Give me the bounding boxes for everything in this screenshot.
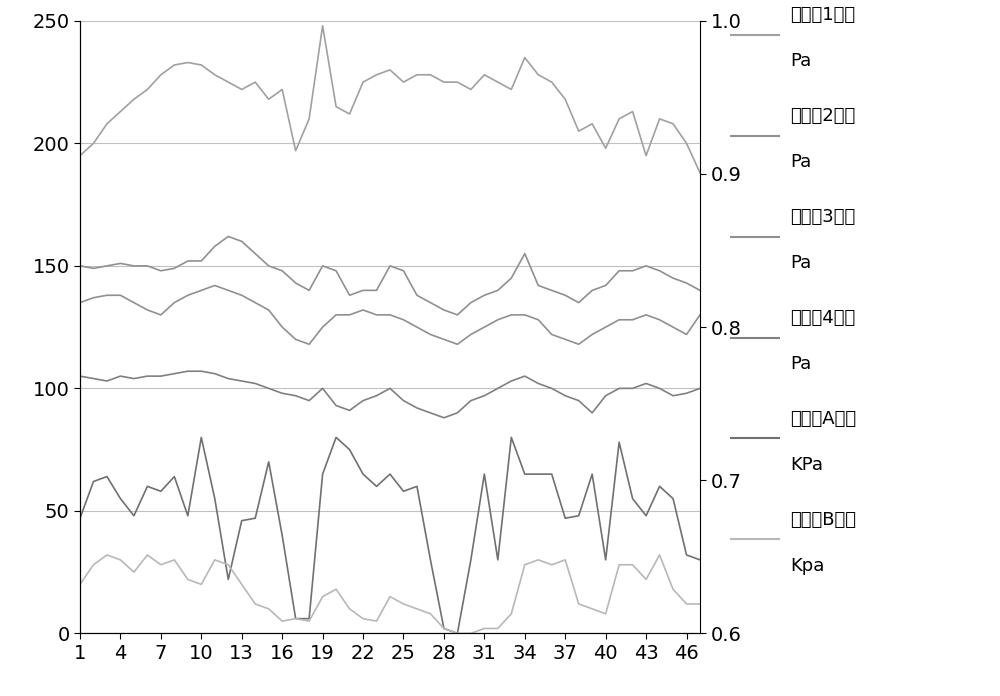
Text: 烟冷器3差压: 烟冷器3差压 — [790, 208, 855, 226]
Text: Pa: Pa — [790, 52, 811, 70]
Text: Pa: Pa — [790, 355, 811, 373]
Text: KPa: KPa — [790, 456, 823, 474]
Text: 烟冷器1差压: 烟冷器1差压 — [790, 6, 855, 24]
Text: 空预器A差压: 空预器A差压 — [790, 410, 856, 428]
Text: Pa: Pa — [790, 153, 811, 171]
Text: Pa: Pa — [790, 254, 811, 272]
Text: Kpa: Kpa — [790, 557, 824, 575]
Text: 烟冷器2差压: 烟冷器2差压 — [790, 107, 855, 125]
Text: 烟冷器4差压: 烟冷器4差压 — [790, 309, 855, 327]
Text: 空预器B差压: 空预器B差压 — [790, 511, 856, 529]
